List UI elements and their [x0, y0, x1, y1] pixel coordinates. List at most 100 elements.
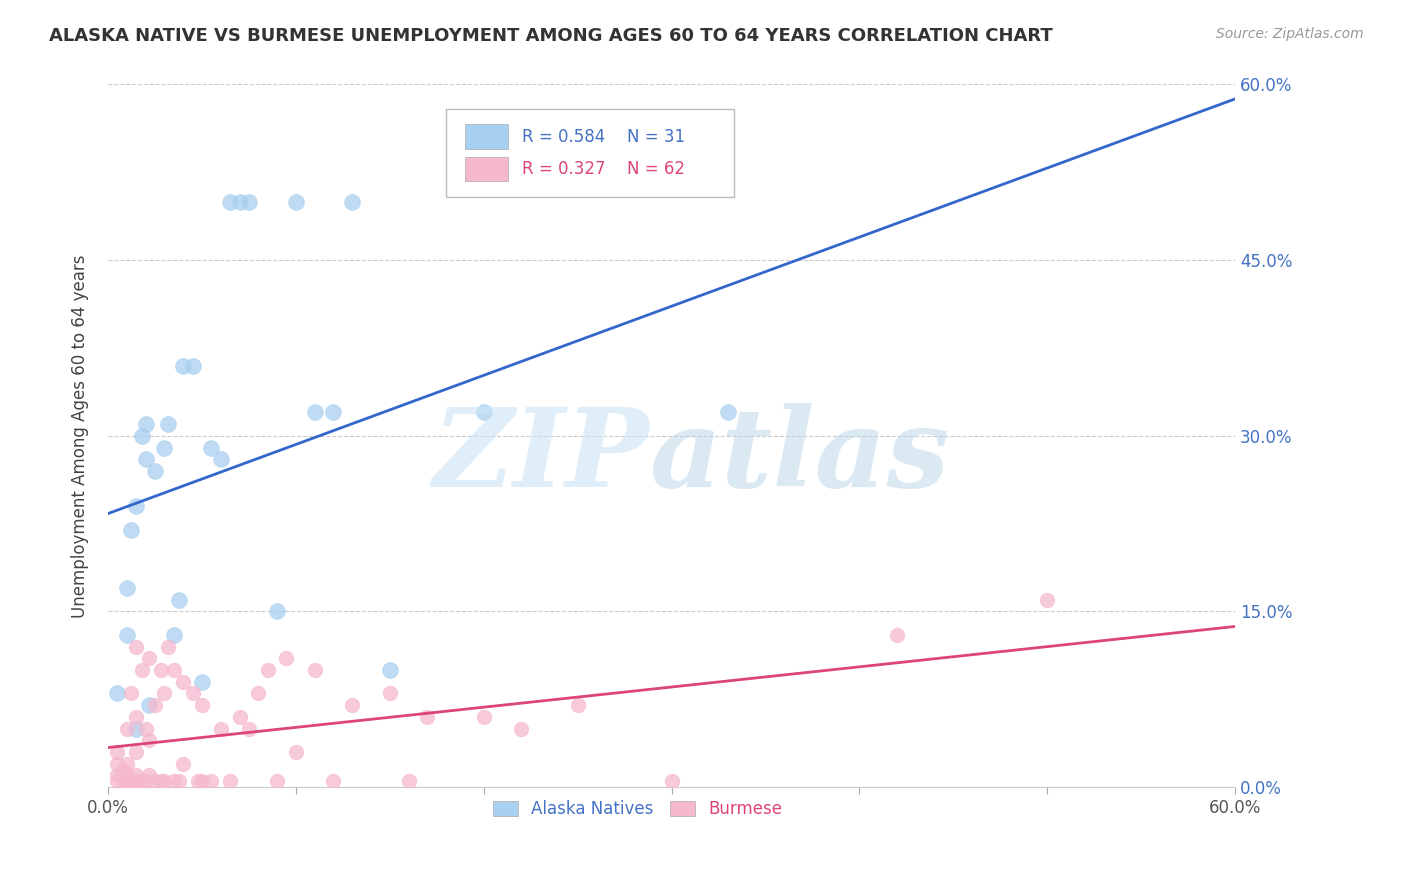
Point [284, 745, 307, 759]
Point [256, 663, 278, 677]
Point [209, 722, 232, 736]
Point [125, 722, 148, 736]
Point [472, 710, 495, 724]
Point [115, 756, 138, 771]
Point [717, 405, 740, 419]
Point [115, 722, 138, 736]
Point [153, 441, 176, 455]
Point [131, 774, 153, 789]
Point [238, 194, 260, 209]
Point [131, 429, 153, 443]
Text: ZIP: ZIP [433, 403, 650, 510]
Point [125, 774, 148, 789]
Point [115, 774, 138, 789]
Point [398, 774, 420, 789]
Point [886, 628, 908, 642]
Point [125, 768, 148, 782]
Point [169, 774, 191, 789]
Point [138, 651, 160, 665]
Point [111, 763, 134, 777]
Point [143, 698, 166, 713]
Point [138, 733, 160, 747]
Point [105, 774, 128, 789]
Point [191, 674, 214, 689]
Point [149, 774, 172, 789]
Point [138, 768, 160, 782]
Point [143, 774, 166, 789]
Point [105, 745, 128, 759]
Point [567, 698, 589, 713]
Point [416, 710, 439, 724]
Point [105, 756, 128, 771]
Point [115, 581, 138, 595]
Text: ALASKA NATIVE VS BURMESE UNEMPLOYMENT AMONG AGES 60 TO 64 YEARS CORRELATION CHAR: ALASKA NATIVE VS BURMESE UNEMPLOYMENT AM… [49, 27, 1053, 45]
Point [172, 359, 194, 373]
Point [191, 698, 214, 713]
Point [115, 628, 138, 642]
Legend: Alaska Natives, Burmese: Alaska Natives, Burmese [486, 793, 789, 824]
Point [138, 698, 160, 713]
Point [1036, 592, 1059, 607]
Text: N = 31: N = 31 [627, 128, 685, 145]
Point [120, 774, 142, 789]
Text: N = 62: N = 62 [627, 161, 685, 178]
Point [378, 686, 401, 700]
Point [120, 686, 142, 700]
Point [661, 774, 683, 789]
Point [378, 663, 401, 677]
Point [135, 774, 157, 789]
Point [342, 698, 364, 713]
FancyBboxPatch shape [465, 157, 508, 181]
Point [157, 640, 180, 654]
FancyBboxPatch shape [465, 125, 508, 149]
Point [135, 417, 157, 431]
Point [247, 686, 270, 700]
Point [284, 194, 307, 209]
Point [219, 774, 242, 789]
Point [172, 756, 194, 771]
Point [228, 710, 250, 724]
Point [322, 774, 344, 789]
Point [125, 745, 148, 759]
Y-axis label: Unemployment Among Ages 60 to 64 years: Unemployment Among Ages 60 to 64 years [72, 254, 89, 617]
Point [149, 663, 172, 677]
Point [322, 405, 344, 419]
Point [163, 628, 186, 642]
Point [304, 663, 326, 677]
Point [169, 592, 191, 607]
Point [342, 194, 364, 209]
Point [266, 774, 288, 789]
Point [304, 405, 326, 419]
Point [125, 710, 148, 724]
Point [219, 194, 242, 209]
Point [266, 605, 288, 619]
Point [276, 651, 298, 665]
Point [135, 452, 157, 467]
Point [111, 774, 134, 789]
Point [105, 768, 128, 782]
Text: R = 0.584: R = 0.584 [522, 128, 605, 145]
Point [181, 359, 204, 373]
Point [131, 663, 153, 677]
Point [238, 722, 260, 736]
Point [200, 441, 222, 455]
Point [187, 774, 209, 789]
Point [153, 686, 176, 700]
Point [191, 774, 214, 789]
Point [163, 774, 186, 789]
Point [209, 452, 232, 467]
Point [172, 674, 194, 689]
Point [120, 523, 142, 537]
Point [510, 722, 533, 736]
Point [228, 194, 250, 209]
Point [143, 464, 166, 478]
Point [181, 686, 204, 700]
Text: atlas: atlas [650, 403, 949, 510]
Text: R = 0.327: R = 0.327 [522, 161, 605, 178]
Point [115, 768, 138, 782]
FancyBboxPatch shape [446, 109, 734, 197]
Point [153, 774, 176, 789]
Point [200, 774, 222, 789]
Point [157, 417, 180, 431]
Point [125, 640, 148, 654]
